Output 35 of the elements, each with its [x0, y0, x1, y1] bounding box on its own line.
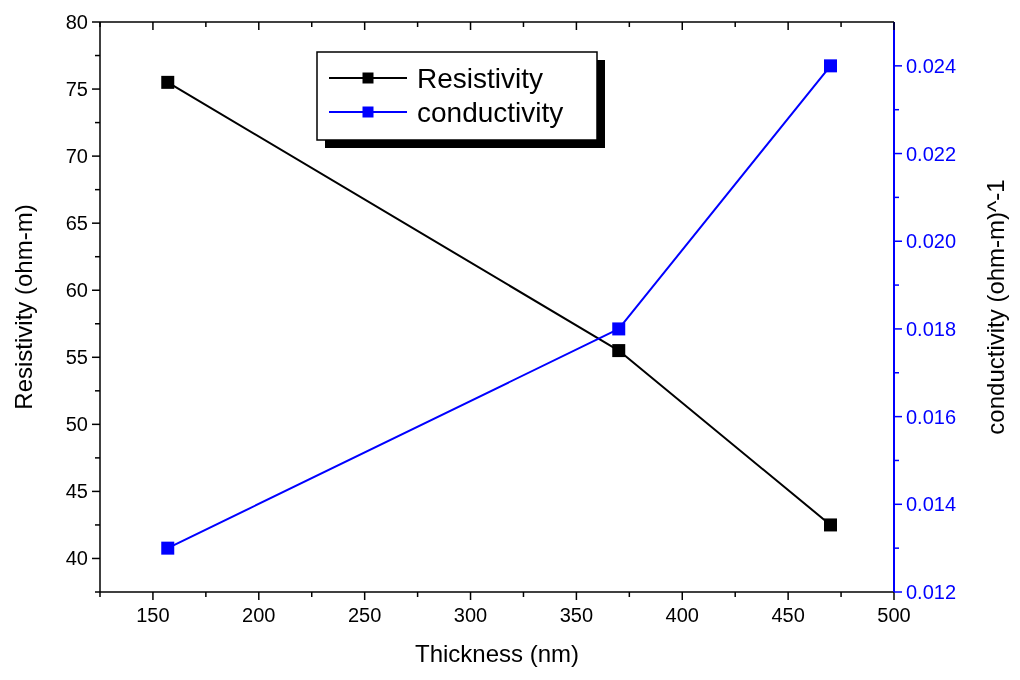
x-tick-label: 350	[559, 604, 594, 626]
y-tick-label: 60	[65, 279, 88, 302]
y2-tick-label: 0.020	[906, 230, 957, 253]
y2-axis-title: conductivity (ohm-m)^-1	[982, 179, 1009, 435]
x-tick-label: 200	[242, 604, 276, 626]
x-tick-label: 500	[877, 604, 911, 626]
y-tick-label: 70	[65, 145, 88, 168]
point	[612, 344, 626, 358]
point	[161, 541, 175, 555]
x-tick-label: 400	[665, 604, 699, 626]
y2-tick-label: 0.018	[906, 317, 957, 340]
point	[823, 518, 837, 532]
y-tick-label: 55	[65, 346, 88, 369]
legend-label: conductivity	[417, 96, 564, 128]
y2-tick-label: 0.016	[906, 405, 957, 428]
y-tick-label: 75	[65, 78, 88, 101]
point	[612, 322, 626, 336]
y-tick-label: 45	[65, 480, 88, 503]
point	[823, 59, 837, 73]
y-axis-title: Resistivity (ohm-m)	[10, 204, 37, 410]
x-tick-label: 150	[136, 604, 170, 626]
y-tick-label: 65	[65, 212, 88, 235]
x-axis-title: Thickness (nm)	[414, 640, 580, 667]
y2-tick-label: 0.014	[906, 493, 957, 516]
x-tick-label: 250	[347, 604, 382, 626]
point	[161, 75, 175, 89]
y2-tick-label: 0.012	[906, 581, 957, 603]
x-tick-label: 300	[453, 604, 488, 626]
y2-tick-label: 0.024	[906, 54, 957, 77]
x-tick-label: 450	[771, 604, 805, 626]
y2-tick-label: 0.022	[906, 142, 957, 165]
legend-label: Resistivity	[417, 62, 544, 94]
y-tick-label: 40	[65, 547, 88, 570]
y-tick-label: 80	[65, 11, 88, 33]
y-tick-label: 50	[65, 413, 88, 436]
